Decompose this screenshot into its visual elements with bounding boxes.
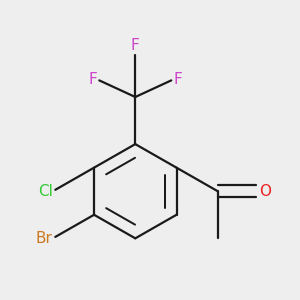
Text: O: O: [259, 184, 271, 199]
Text: F: F: [88, 72, 97, 87]
Text: F: F: [174, 72, 182, 87]
Text: F: F: [131, 38, 140, 53]
Text: Cl: Cl: [38, 184, 53, 199]
Text: Br: Br: [36, 231, 53, 246]
